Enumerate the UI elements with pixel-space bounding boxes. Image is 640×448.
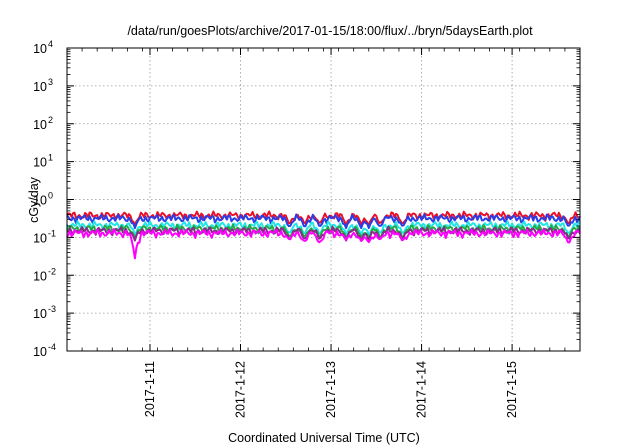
y-tick-exponent: -1 [48,228,56,238]
x-axis-label: Coordinated Universal Time (UTC) [228,431,420,445]
y-tick-label: 10 [33,345,47,359]
y-tick-label: 10 [33,194,47,208]
y-tick-label: 10 [33,42,47,56]
x-axis-ticks: 2017-1-11 2017-1-12 2017-1-13 2017-1-14 2017… [66,48,581,418]
y-tick-exponent: 4 [48,39,53,49]
y-tick-label: 10 [33,156,47,170]
y-tick-exponent: -3 [48,304,56,314]
y-tick-exponent: 1 [48,153,53,163]
series-lines [66,210,581,260]
y-tick-exponent: -2 [48,266,56,276]
x-tick-label: 2017-1-12 [234,361,248,418]
y-tick-label: 10 [33,118,47,132]
x-tick-label: 2017-1-15 [505,361,519,418]
series-line [66,228,581,260]
grid [67,48,580,351]
y-tick-exponent: 2 [48,115,53,125]
x-tick-label: 2017-1-14 [415,361,429,418]
y-tick-exponent: 0 [48,191,53,201]
y-tick-label: 10 [33,269,47,283]
y-tick-label: 10 [33,307,47,321]
y-axis-label: cGy/day [27,176,41,223]
y-tick-exponent: -4 [48,342,56,352]
y-tick-exponent: 3 [48,77,53,87]
y-tick-label: 10 [33,80,47,94]
x-tick-label: 2017-1-13 [324,361,338,418]
series-line [66,213,581,230]
chart-title: /data/run/goesPlots/archive/2017-01-15/1… [127,24,533,38]
x-tick-label: 2017-1-11 [143,361,157,417]
y-tick-label: 10 [33,231,47,245]
